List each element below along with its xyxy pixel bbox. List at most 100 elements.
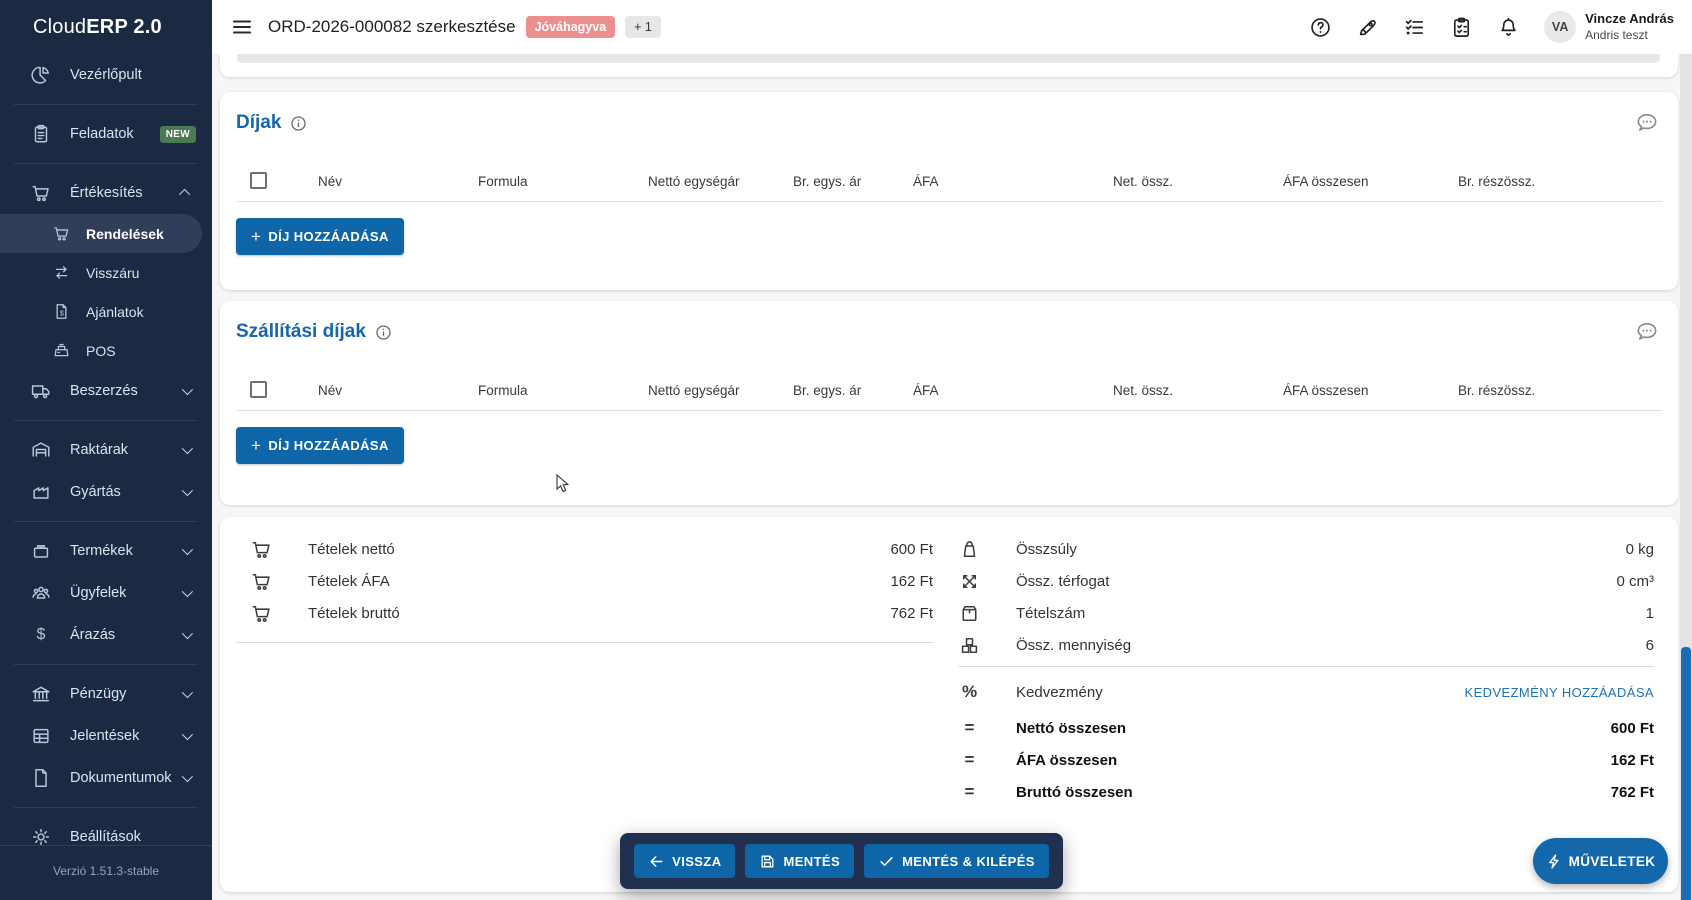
vertical-scrollbar-thumb[interactable] bbox=[1681, 647, 1691, 900]
add-fee-button[interactable]: + DÍJ HOZZÁADÁSA bbox=[236, 218, 404, 255]
items-totals: Tételek nettó 600 Ft Tételek ÁFA 162 Ft … bbox=[236, 533, 933, 629]
sidebar-item[interactable]: Jelentések bbox=[0, 715, 212, 757]
pricing-icon: $ bbox=[36, 626, 46, 643]
summary-row: Tételek nettó 600 Ft bbox=[236, 533, 933, 565]
action-bar: VISSZA MENTÉS MENTÉS & KILÉPÉS bbox=[620, 833, 1063, 889]
sidebar-item[interactable]: Termékek bbox=[0, 530, 212, 572]
equals-icon: = bbox=[964, 750, 975, 769]
chevron-icon bbox=[181, 627, 194, 640]
documents-icon bbox=[30, 767, 52, 789]
chevron-icon bbox=[181, 585, 194, 598]
sidebar-item[interactable]: Ügyfelek bbox=[0, 572, 212, 614]
horizontal-scrollbar-track[interactable] bbox=[237, 54, 1660, 63]
save-button[interactable]: MENTÉS bbox=[745, 844, 855, 878]
avatar[interactable]: VA bbox=[1544, 11, 1577, 43]
column-header: Nettó egységár bbox=[648, 174, 740, 189]
tasks-icon bbox=[30, 123, 52, 145]
fees-title: Díjak bbox=[236, 112, 282, 133]
sidebar-item[interactable]: Beállítások bbox=[0, 816, 212, 858]
sidebar-item[interactable] bbox=[14, 521, 198, 522]
discount-row: % Kedvezmény KEDVEZMÉNY HOZZÁADÁSA bbox=[958, 672, 1654, 712]
sidebar-item[interactable]: Értékesítés bbox=[0, 172, 212, 214]
comments-icon[interactable] bbox=[1634, 110, 1660, 136]
weight-icon bbox=[958, 538, 981, 561]
info-icon bbox=[289, 114, 308, 133]
sidebar-item[interactable] bbox=[14, 163, 198, 164]
sidebar-item[interactable]: POS bbox=[0, 331, 212, 370]
sidebar-item[interactable]: Visszáru bbox=[0, 253, 212, 292]
select-all-checkbox[interactable] bbox=[250, 171, 267, 189]
checklist-icon[interactable] bbox=[1403, 16, 1426, 39]
chevron-icon bbox=[181, 442, 194, 455]
pos-icon bbox=[52, 341, 71, 360]
quotes-icon: $ bbox=[52, 302, 71, 321]
vertical-scrollbar-track[interactable] bbox=[1680, 54, 1692, 900]
user-menu[interactable]: VA Vincze András Andris teszt bbox=[1544, 11, 1674, 43]
summary-row: Tételszám 1 bbox=[958, 597, 1654, 629]
column-header: Net. össz. bbox=[1113, 174, 1174, 189]
products-icon bbox=[30, 540, 52, 562]
column-header: Br. részössz. bbox=[1458, 174, 1536, 189]
hamburger-menu-icon[interactable] bbox=[230, 15, 254, 39]
summary-row: Tételek ÁFA 162 Ft bbox=[236, 565, 933, 597]
chevron-icon bbox=[181, 770, 194, 783]
reports-icon bbox=[30, 725, 52, 747]
sidebar-item[interactable] bbox=[14, 420, 198, 421]
plus-icon: + bbox=[251, 435, 262, 455]
column-header: Formula bbox=[478, 383, 528, 398]
sidebar-item[interactable]: $ Árazás bbox=[0, 614, 212, 656]
sales-icon bbox=[30, 182, 52, 204]
new-badge: NEW bbox=[159, 125, 196, 143]
plus-icon: + bbox=[251, 226, 262, 246]
column-header: Net. össz. bbox=[1113, 383, 1174, 398]
select-all-checkbox[interactable] bbox=[250, 380, 267, 398]
sidebar-item[interactable]: Raktárak bbox=[0, 429, 212, 471]
summary-row: Össz. mennyiség 6 bbox=[958, 629, 1654, 661]
orders-icon bbox=[52, 224, 71, 243]
sidebar-item[interactable]: Dokumentumok bbox=[0, 757, 212, 799]
chevron-icon bbox=[181, 728, 194, 741]
add-discount-link[interactable]: KEDVEZMÉNY HOZZÁADÁSA bbox=[1464, 684, 1654, 700]
grand-total-row: = Nettó összesen 600 Ft bbox=[958, 712, 1654, 744]
order-metrics: Összsúly 0 kg Össz. térfogat 0 cm³ Tétel… bbox=[958, 533, 1662, 808]
sidebar-item[interactable]: Rendelések bbox=[0, 214, 202, 253]
rocket-icon[interactable] bbox=[1356, 16, 1379, 39]
finance-icon bbox=[30, 683, 52, 705]
settings-icon bbox=[30, 826, 52, 848]
returns-icon bbox=[52, 263, 71, 282]
column-header: Br. egys. ár bbox=[793, 383, 862, 398]
column-header: Br. részössz. bbox=[1458, 383, 1536, 398]
previous-card-bottom bbox=[220, 54, 1678, 77]
comments-icon[interactable] bbox=[1634, 319, 1660, 345]
grand-total-row: = ÁFA összesen 162 Ft bbox=[958, 744, 1654, 776]
operations-button[interactable]: MŰVELETEK bbox=[1533, 838, 1668, 884]
version-label: Verzió 1.51.3-stable bbox=[0, 845, 212, 900]
fees-section: Díjak Név Formula Nettó egységár Br. egys. … bbox=[220, 92, 1678, 290]
sidebar-item[interactable]: Pénzügy bbox=[0, 673, 212, 715]
back-button[interactable]: VISSZA bbox=[634, 844, 736, 878]
fees-table-header: Név Formula Nettó egységár Br. egys. ár ÁFA N… bbox=[236, 162, 1662, 202]
sidebar-item[interactable]: Gyártás bbox=[0, 471, 212, 513]
clipboard-icon[interactable] bbox=[1450, 16, 1473, 39]
add-shipping-fee-button[interactable]: + DÍJ HOZZÁADÁSA bbox=[236, 427, 404, 464]
info-icon bbox=[374, 323, 393, 342]
sidebar-item[interactable] bbox=[14, 807, 198, 808]
check-icon bbox=[878, 853, 895, 870]
sidebar-item[interactable] bbox=[14, 104, 198, 105]
cart-icon bbox=[250, 570, 273, 593]
sidebar-item[interactable]: Beszerzés bbox=[0, 370, 212, 412]
save-icon bbox=[759, 853, 776, 870]
save-and-exit-button[interactable]: MENTÉS & KILÉPÉS bbox=[864, 844, 1049, 878]
help-icon[interactable] bbox=[1309, 16, 1332, 39]
sidebar-item[interactable]: $ Ajánlatok bbox=[0, 292, 212, 331]
sidebar-item[interactable]: Feladatok NEW bbox=[0, 113, 212, 155]
bell-icon[interactable] bbox=[1497, 16, 1520, 39]
summary-row: Tételek bruttó 762 Ft bbox=[236, 597, 933, 629]
status-badge: Jóváhagyva bbox=[525, 16, 616, 38]
more-statuses-badge[interactable]: + 1 bbox=[625, 16, 661, 38]
customers-icon bbox=[30, 582, 52, 604]
sidebar-item[interactable]: Vezérlőpult bbox=[0, 54, 212, 96]
chevron-icon bbox=[181, 383, 194, 396]
sidebar-item[interactable] bbox=[14, 664, 198, 665]
shipping-table-header: Név Formula Nettó egységár Br. egys. ár ÁFA N… bbox=[236, 371, 1662, 411]
